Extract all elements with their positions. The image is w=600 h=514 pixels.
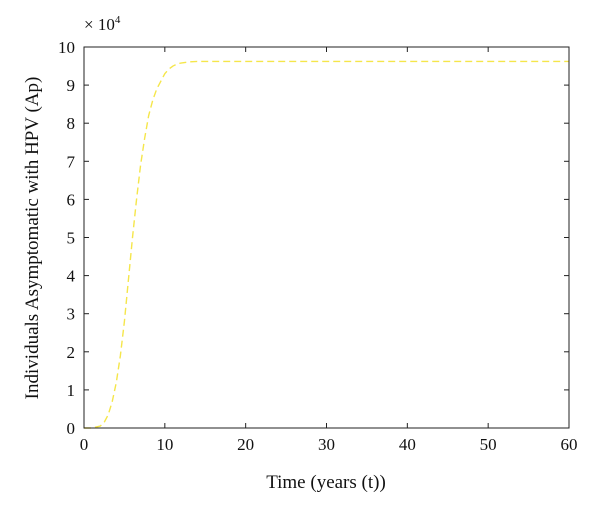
x-tick-label: 20 [237, 435, 254, 454]
series-layer [84, 60, 569, 429]
y-axis-multiplier: × 104 [84, 14, 121, 34]
y-tick-label: 6 [67, 190, 76, 209]
y-axis-ticks: 0 1 2 3 4 5 6 7 8 9 10 [58, 38, 569, 438]
x-tick-label: 50 [480, 435, 497, 454]
x-tick-label: 60 [561, 435, 578, 454]
y-tick-label: 4 [67, 267, 76, 286]
y-tick-label: 8 [67, 114, 76, 133]
x-axis-title: Time (years (t)) [266, 472, 386, 493]
x-tick-label: 30 [318, 435, 335, 454]
y-tick-label: 3 [67, 305, 76, 324]
plot-frame [83, 46, 570, 429]
x-axis-ticks: 0 10 20 30 40 50 60 [80, 47, 578, 454]
x-tick-label: 10 [156, 435, 173, 454]
y-multiplier-base: × 10 [84, 15, 115, 34]
x-tick-label: 0 [80, 435, 89, 454]
series-line [84, 60, 569, 429]
y-axis-title: Individuals Asymptomatic with HPV (Ap) [22, 77, 43, 400]
y-tick-label: 5 [67, 229, 76, 248]
y-multiplier-exponent: 4 [115, 14, 121, 26]
y-tick-label: 2 [67, 343, 76, 362]
y-tick-label: 7 [67, 152, 76, 171]
y-tick-label: 9 [67, 76, 76, 95]
y-tick-label: 10 [58, 38, 75, 57]
x-tick-label: 40 [399, 435, 416, 454]
y-tick-label: 0 [67, 419, 76, 438]
y-tick-label: 1 [67, 381, 76, 400]
